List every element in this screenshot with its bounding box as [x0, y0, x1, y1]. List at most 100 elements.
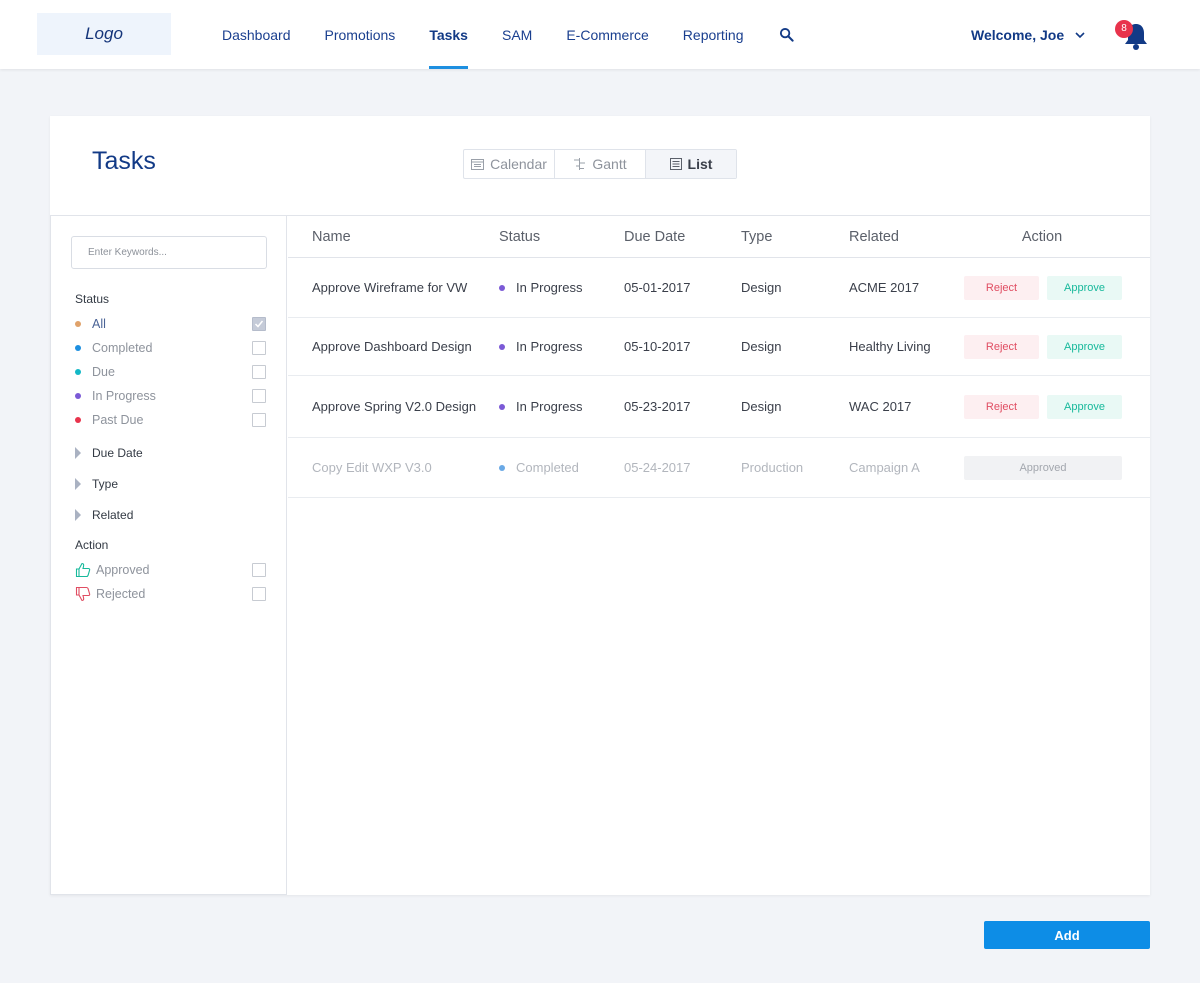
column-header-related[interactable]: Related: [849, 228, 899, 245]
task-status: In Progress: [499, 399, 624, 414]
page-title: Tasks: [92, 147, 156, 175]
calendar-icon: [471, 159, 485, 170]
status-dot: [499, 343, 505, 350]
task-name[interactable]: Copy Edit WXP V3.0: [312, 460, 432, 475]
action-filter-label: Rejected: [96, 587, 146, 601]
task-related: Campaign A: [849, 460, 920, 475]
status-filter-in-progress[interactable]: In Progress: [75, 387, 266, 405]
related-filter-label: Related: [92, 508, 134, 522]
view-gantt-button[interactable]: Gantt: [555, 150, 646, 178]
approve-button[interactable]: Approve: [1047, 394, 1122, 419]
approve-button[interactable]: Approve: [1047, 334, 1122, 359]
task-name[interactable]: Approve Wireframe for VW: [312, 280, 468, 295]
action-filter-approved[interactable]: Approved: [75, 561, 266, 579]
column-header-type[interactable]: Type: [741, 228, 773, 245]
status-dot: [499, 284, 505, 291]
table-row[interactable]: Copy Edit WXP V3.0 Completed 05-24-2017 …: [288, 438, 1150, 498]
task-name[interactable]: Approve Dashboard Design: [312, 339, 472, 354]
view-calendar-label: Calendar: [490, 156, 547, 172]
task-status-label: In Progress: [516, 280, 583, 295]
task-actions: Approved: [964, 455, 1150, 480]
card-divider: [50, 215, 1150, 216]
table-row[interactable]: Approve Spring V2.0 Design In Progress 0…: [288, 376, 1150, 438]
status-all-checkbox[interactable]: [252, 317, 266, 331]
status-filter-completed[interactable]: Completed: [75, 339, 266, 357]
table-row[interactable]: Approve Dashboard Design In Progress 05-…: [288, 318, 1150, 376]
status-in-progress-checkbox[interactable]: [252, 389, 266, 403]
status-filter-heading: Status: [75, 292, 110, 306]
task-type: Design: [741, 280, 782, 295]
notification-badge: 8: [1115, 20, 1133, 38]
task-due-date: 05-10-2017: [624, 339, 691, 354]
type-filter-toggle[interactable]: Type: [75, 477, 118, 491]
reject-button[interactable]: Reject: [964, 394, 1039, 419]
caret-right-icon: [75, 509, 81, 521]
nav-promotions[interactable]: Promotions: [324, 27, 396, 43]
caret-right-icon: [75, 447, 81, 459]
approved-checkbox[interactable]: [252, 563, 266, 577]
action-filter-label: Approved: [96, 563, 150, 577]
view-list-label: List: [687, 156, 713, 172]
task-status-label: In Progress: [516, 399, 583, 414]
top-navigation-bar: Logo Dashboard Promotions Tasks SAM E-Co…: [0, 0, 1200, 69]
rejected-checkbox[interactable]: [252, 587, 266, 601]
nav-reporting[interactable]: Reporting: [682, 27, 744, 43]
view-list-button[interactable]: List: [646, 150, 736, 178]
task-name[interactable]: Approve Spring V2.0 Design: [312, 399, 477, 414]
status-dot: [499, 403, 505, 410]
status-filter-label: Past Due: [92, 413, 144, 427]
nav-dashboard[interactable]: Dashboard: [222, 27, 291, 43]
nav-tasks[interactable]: Tasks: [412, 0, 485, 69]
view-gantt-label: Gantt: [592, 156, 627, 172]
column-header-status[interactable]: Status: [499, 228, 541, 245]
table-header: Name Status Due Date Type Related Action: [288, 216, 1150, 258]
status-filter-due[interactable]: Due: [75, 363, 266, 381]
approve-button[interactable]: Approve: [1047, 275, 1122, 300]
main-nav: Dashboard Promotions Tasks SAM E-Commerc…: [205, 0, 761, 69]
status-filter-all[interactable]: All: [75, 315, 266, 333]
column-header-due-date[interactable]: Due Date: [624, 228, 686, 245]
status-filter-label: All: [92, 317, 106, 331]
action-filter-rejected[interactable]: Rejected: [75, 585, 266, 603]
status-filter-label: Completed: [92, 341, 153, 355]
status-filter-label: Due: [92, 365, 115, 379]
nav-ecommerce[interactable]: E-Commerce: [566, 27, 649, 43]
reject-button[interactable]: Reject: [964, 334, 1039, 359]
keyword-search-input[interactable]: [71, 236, 267, 269]
view-calendar-button[interactable]: Calendar: [464, 150, 555, 178]
column-header-name[interactable]: Name: [312, 228, 351, 245]
status-due-checkbox[interactable]: [252, 365, 266, 379]
reject-button[interactable]: Reject: [964, 275, 1039, 300]
task-actions: Reject Approve: [964, 334, 1150, 359]
status-dot: [75, 345, 81, 351]
tasks-card: Tasks Calendar Gantt: [50, 116, 1150, 895]
search-icon[interactable]: [779, 27, 794, 42]
nav-sam[interactable]: SAM: [501, 27, 533, 43]
status-dot: [75, 369, 81, 375]
related-filter-toggle[interactable]: Related: [75, 508, 133, 522]
check-icon: [254, 320, 264, 328]
user-menu[interactable]: Welcome, Joe: [971, 24, 1086, 46]
add-task-button[interactable]: Add: [984, 921, 1150, 949]
task-due-date: 05-01-2017: [624, 280, 691, 295]
task-actions: Reject Approve: [964, 394, 1150, 419]
task-status: In Progress: [499, 280, 624, 295]
task-due-date: 05-24-2017: [624, 460, 691, 475]
task-type: Production: [741, 460, 804, 475]
task-related: WAC 2017: [849, 399, 912, 414]
gantt-icon: [574, 158, 586, 170]
filter-sidebar: Status All Completed Due In Progress Pas…: [50, 216, 287, 895]
logo[interactable]: Logo: [37, 13, 171, 55]
task-status-label: In Progress: [516, 339, 583, 354]
welcome-text: Welcome, Joe: [971, 27, 1065, 43]
status-past-due-checkbox[interactable]: [252, 413, 266, 427]
column-header-action: Action: [1021, 228, 1063, 245]
task-status-label: Completed: [516, 460, 579, 475]
view-toggle: Calendar Gantt List: [463, 149, 737, 179]
status-filter-past-due[interactable]: Past Due: [75, 411, 266, 429]
table-row[interactable]: Approve Wireframe for VW In Progress 05-…: [288, 258, 1150, 318]
status-dot: [75, 393, 81, 399]
list-icon: [669, 158, 682, 170]
due-date-filter-toggle[interactable]: Due Date: [75, 446, 143, 460]
status-completed-checkbox[interactable]: [252, 341, 266, 355]
